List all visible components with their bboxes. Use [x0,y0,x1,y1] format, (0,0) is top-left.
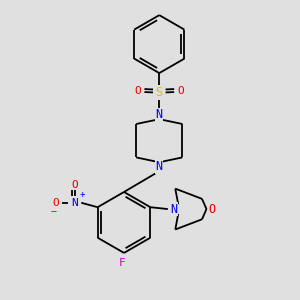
Text: N: N [156,160,163,173]
Text: S: S [156,86,163,99]
Text: N: N [71,198,78,208]
Text: O: O [209,202,216,216]
Text: O: O [52,198,59,208]
Text: F: F [119,258,125,268]
Text: O: O [178,85,184,96]
Text: −: − [50,207,56,217]
Text: O: O [71,180,78,190]
Text: N: N [170,202,177,216]
Text: +: + [80,190,86,199]
Text: N: N [156,108,163,121]
Text: O: O [134,85,141,96]
